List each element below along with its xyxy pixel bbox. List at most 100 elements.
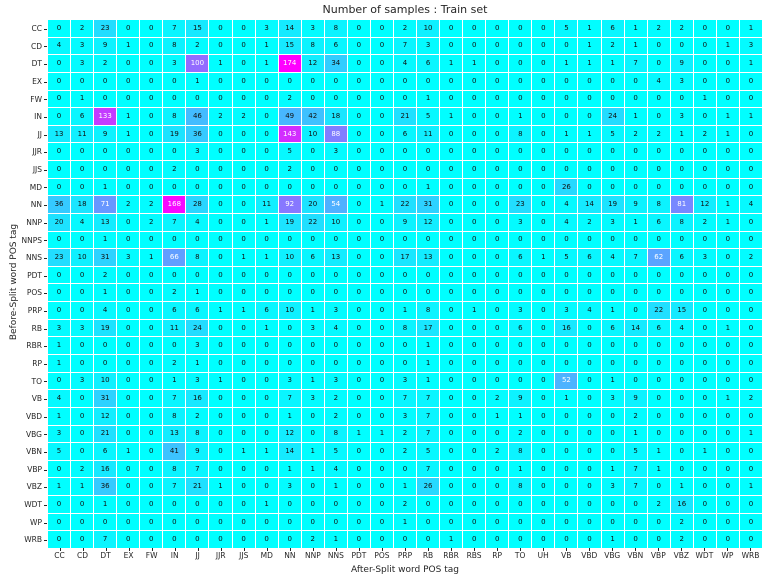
heatmap-cell: 1 xyxy=(624,20,647,37)
heatmap-cell: 0 xyxy=(278,266,301,284)
heatmap-cell: 2 xyxy=(486,443,509,460)
heatmap-cell: 0 xyxy=(578,90,601,108)
heatmap-cell: 0 xyxy=(440,72,463,90)
heatmap-cell: 0 xyxy=(347,108,370,125)
heatmap-cell: 0 xyxy=(117,337,140,355)
heatmap-cell: 0 xyxy=(624,496,647,513)
heatmap-cell: 0 xyxy=(532,443,555,460)
heatmap-cell: 0 xyxy=(463,372,486,390)
heatmap-cell: 0 xyxy=(140,355,163,372)
heatmap-cell: 0 xyxy=(117,266,140,284)
heatmap-cell: 0 xyxy=(71,513,94,531)
heatmap-cell: 0 xyxy=(278,178,301,196)
heatmap-cell: 0 xyxy=(417,72,440,90)
heatmap-cell: 3 xyxy=(670,72,693,90)
heatmap-cell: 1 xyxy=(624,425,647,443)
heatmap-cell: 9 xyxy=(186,443,209,460)
heatmap-cell: 0 xyxy=(301,478,324,496)
x-tick-label: DT xyxy=(94,548,117,561)
heatmap-cell: 0 xyxy=(532,72,555,90)
heatmap-cell: 0 xyxy=(532,213,555,231)
heatmap-cell: 0 xyxy=(716,72,739,90)
heatmap-cell: 0 xyxy=(255,143,278,161)
heatmap-cell: 0 xyxy=(209,319,232,337)
heatmap-cell: 1 xyxy=(440,531,463,548)
heatmap-cell: 0 xyxy=(140,460,163,478)
heatmap-cell: 0 xyxy=(578,337,601,355)
heatmap-cell: 2 xyxy=(647,125,670,143)
heatmap-cell: 0 xyxy=(278,284,301,302)
heatmap-cell: 0 xyxy=(255,284,278,302)
heatmap-cell: 0 xyxy=(71,337,94,355)
heatmap-cell: 0 xyxy=(624,161,647,178)
heatmap-cell: 0 xyxy=(693,460,716,478)
heatmap-cell: 0 xyxy=(509,496,532,513)
heatmap-cell: 5 xyxy=(324,443,347,460)
heatmap-cell: 1 xyxy=(624,108,647,125)
x-tick-label: TO xyxy=(509,548,532,561)
heatmap-cell: 0 xyxy=(255,478,278,496)
heatmap-cell: 7 xyxy=(163,213,186,231)
heatmap-cell: 0 xyxy=(716,161,739,178)
heatmap-cell: 0 xyxy=(370,161,393,178)
heatmap-cell: 0 xyxy=(486,108,509,125)
heatmap-cell: 0 xyxy=(393,460,417,478)
heatmap-cell: 0 xyxy=(440,284,463,302)
heatmap-cell: 0 xyxy=(209,496,232,513)
heatmap-cell: 0 xyxy=(532,143,555,161)
heatmap-cell: 0 xyxy=(347,249,370,266)
heatmap-cell: 2 xyxy=(71,20,94,37)
heatmap-cell: 0 xyxy=(393,355,417,372)
heatmap-cell: 71 xyxy=(94,196,117,213)
heatmap-cell: 0 xyxy=(739,72,762,90)
heatmap-cell: 0 xyxy=(94,143,117,161)
y-tick-label: JJ xyxy=(0,126,47,144)
heatmap-cell: 0 xyxy=(140,231,163,249)
heatmap-cell: 2 xyxy=(578,213,601,231)
heatmap-cell: 0 xyxy=(578,72,601,90)
heatmap-cell: 0 xyxy=(693,284,716,302)
heatmap-cell: 0 xyxy=(94,72,117,90)
heatmap-cell: 1 xyxy=(324,478,347,496)
heatmap-cell: 1 xyxy=(693,443,716,460)
heatmap-cell: 3 xyxy=(601,390,624,407)
heatmap-cell: 0 xyxy=(347,266,370,284)
heatmap-cell: 8 xyxy=(647,196,670,213)
heatmap-cell: 0 xyxy=(370,531,393,548)
heatmap-cell: 0 xyxy=(324,178,347,196)
y-tick-label: MD xyxy=(0,179,47,197)
heatmap-cell: 0 xyxy=(578,443,601,460)
heatmap-cell: 1 xyxy=(647,443,670,460)
heatmap-cell: 0 xyxy=(140,90,163,108)
heatmap-cell: 0 xyxy=(624,355,647,372)
heatmap-cell: 0 xyxy=(486,460,509,478)
x-tick-label: VBD xyxy=(578,548,601,561)
heatmap-cell: 31 xyxy=(417,196,440,213)
heatmap-cell: 1 xyxy=(255,213,278,231)
heatmap-cell: 1 xyxy=(186,72,209,90)
heatmap-cell: 0 xyxy=(440,178,463,196)
heatmap-cell: 0 xyxy=(647,513,670,531)
heatmap-cell: 0 xyxy=(255,337,278,355)
heatmap-cell: 0 xyxy=(417,231,440,249)
heatmap-cell: 0 xyxy=(716,249,739,266)
heatmap-cell: 0 xyxy=(486,196,509,213)
heatmap-cell: 0 xyxy=(670,37,693,55)
heatmap-cell: 0 xyxy=(716,478,739,496)
heatmap-cell: 0 xyxy=(509,355,532,372)
heatmap-cell: 143 xyxy=(278,125,301,143)
heatmap-cell: 1 xyxy=(509,407,532,425)
heatmap-cell: 19 xyxy=(163,125,186,143)
heatmap-cell: 0 xyxy=(347,90,370,108)
heatmap-cell: 1 xyxy=(209,55,232,72)
heatmap-cell: 15 xyxy=(278,37,301,55)
heatmap-cell: 2 xyxy=(140,196,163,213)
heatmap-cell: 0 xyxy=(140,337,163,355)
heatmap-cell: 0 xyxy=(232,55,255,72)
heatmap-cell: 0 xyxy=(393,90,417,108)
y-tick-label: FW xyxy=(0,91,47,109)
heatmap-cell: 0 xyxy=(209,161,232,178)
heatmap-cell: 1 xyxy=(209,302,232,319)
heatmap-cell: 18 xyxy=(324,108,347,125)
heatmap-cell: 0 xyxy=(347,513,370,531)
